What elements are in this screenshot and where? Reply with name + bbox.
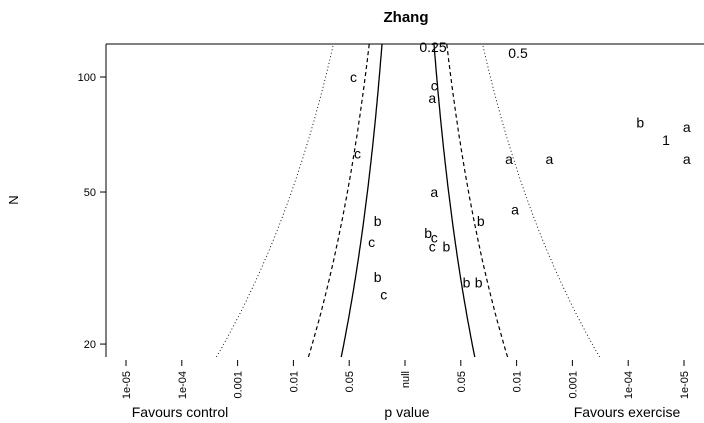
contour-lines: [216, 44, 600, 357]
data-point: c: [354, 146, 361, 162]
data-point: a: [511, 201, 519, 217]
data-point: a: [428, 90, 436, 106]
data-point: a: [683, 151, 691, 167]
contour-line: [307, 44, 370, 357]
contour-line: [433, 44, 476, 357]
chart-title: Zhang: [384, 9, 429, 26]
x-tick-label: 0.001: [233, 371, 245, 399]
contour-label: 0.5: [508, 45, 528, 61]
x-tick-label: null: [400, 371, 412, 388]
x-tick-label: 0.05: [456, 371, 468, 392]
data-point: c: [431, 78, 438, 94]
x-tick-label: 1e-04: [623, 371, 635, 399]
contour-label: 0.25: [419, 39, 446, 55]
data-point: c: [431, 230, 438, 246]
footer-right-label: Favours exercise: [574, 404, 681, 420]
contour-line: [340, 44, 383, 357]
y-axis-label: N: [6, 195, 21, 204]
x-tick-label: 1e-05: [679, 371, 691, 399]
data-point: c: [380, 286, 387, 302]
data-point: b: [424, 225, 432, 241]
data-point: c: [368, 234, 375, 250]
y-tick-label: 100: [78, 72, 96, 84]
footer-left-label: Favours control: [132, 404, 228, 420]
contour-label: 1: [662, 132, 670, 148]
x-tick-label: 0.01: [512, 371, 524, 392]
x-tick-label: 1e-05: [121, 371, 133, 399]
data-point: b: [374, 213, 382, 229]
data-point: a: [546, 151, 554, 167]
contour-line: [216, 44, 334, 357]
data-point: b: [442, 239, 450, 255]
data-point: a: [683, 119, 691, 135]
data-point: b: [374, 269, 382, 285]
data-point: a: [430, 184, 438, 200]
data-point: c: [429, 239, 436, 255]
contour-line: [446, 44, 509, 357]
y-tick-label: 50: [84, 187, 96, 199]
data-point: b: [636, 115, 644, 131]
x-tick-label: 0.01: [288, 371, 300, 392]
x-tick-label: 0.05: [344, 371, 356, 392]
data-point: c: [350, 69, 357, 85]
x-axis-label: p value: [384, 404, 429, 420]
data-point: b: [477, 213, 485, 229]
data-point: b: [463, 274, 471, 290]
y-tick-label: 20: [84, 339, 96, 351]
contour-line: [482, 44, 600, 357]
x-tick-label: 0.001: [567, 371, 579, 399]
x-tick-label: 1e-04: [177, 371, 189, 399]
data-point: b: [475, 274, 483, 290]
data-point: a: [505, 151, 513, 167]
